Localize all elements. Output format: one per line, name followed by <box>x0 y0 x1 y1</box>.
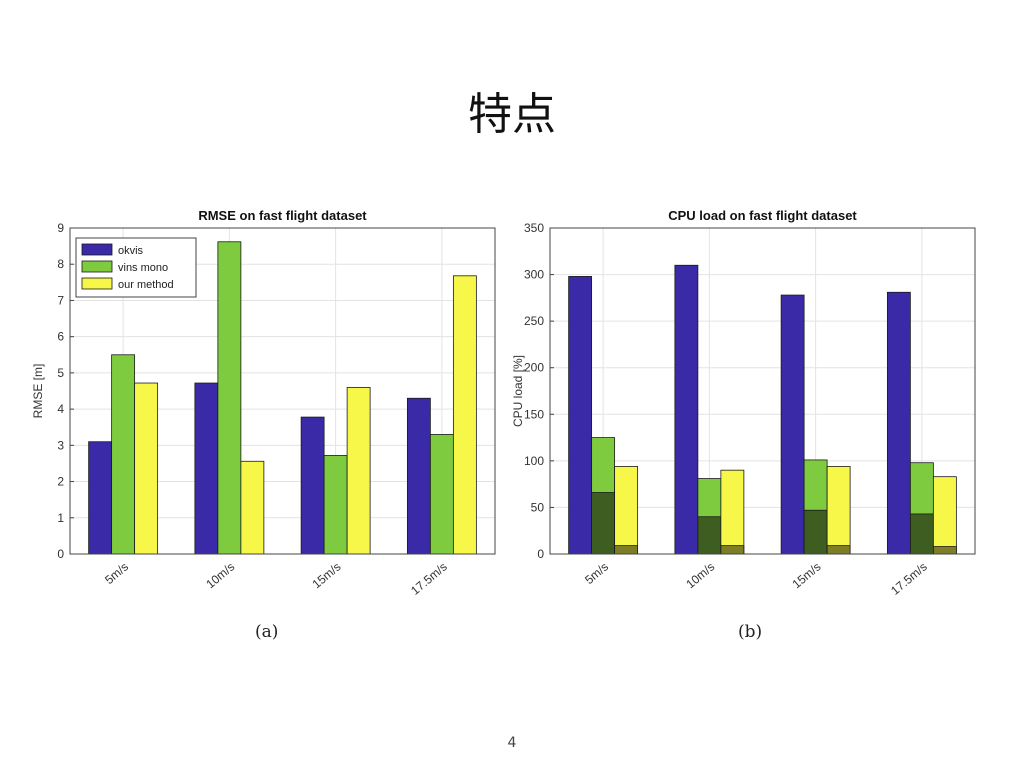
bar <box>194 382 219 555</box>
chart-title: CPU load on fast flight dataset <box>668 208 857 223</box>
bar <box>780 294 805 555</box>
bar-inner <box>697 516 722 555</box>
caption-a: (a) <box>255 622 279 642</box>
bar-inner <box>720 545 745 555</box>
y-tick-label: 4 <box>57 402 64 416</box>
x-tick-label: 15m/s <box>310 560 344 592</box>
y-tick-label: 8 <box>57 257 64 271</box>
x-tick-label: 5m/s <box>582 560 611 587</box>
y-tick-label: 100 <box>524 454 544 468</box>
bar-inner <box>909 513 934 555</box>
rmse-chart: 0 1 2 3 4 5 6 7 8 9 5m/s 10m/s 15m/s 17.5m/s RMSE on f… <box>31 208 496 598</box>
x-tick-label: 10m/s <box>683 560 717 592</box>
bar-inner <box>803 509 828 555</box>
bar <box>720 469 745 555</box>
bar-inner <box>591 492 616 555</box>
y-tick-label: 7 <box>57 293 64 307</box>
y-tick-label: 5 <box>57 366 64 380</box>
bar-inner <box>614 545 639 555</box>
legend-label: vins mono <box>118 262 168 274</box>
y-axis-label: CPU load [%] <box>511 355 525 427</box>
legend-swatch <box>81 243 113 256</box>
bar <box>568 276 593 555</box>
caption-b: (b) <box>738 622 763 642</box>
bar <box>674 264 699 555</box>
y-tick-label: 150 <box>524 407 544 421</box>
cpu-load-chart: 0 50 100 150 200 250 300 350 5m/s 10m/s 15m/s 17.5m… <box>511 208 976 598</box>
legend-swatch <box>81 260 113 273</box>
x-tick-label: 15m/s <box>790 560 824 592</box>
bar <box>240 460 265 555</box>
bar <box>932 476 957 555</box>
chart-title: RMSE on fast flight dataset <box>198 208 367 223</box>
bar <box>826 466 851 555</box>
x-tick-label: 17.5m/s <box>888 560 930 598</box>
bar-inner <box>826 545 851 555</box>
bar <box>429 434 454 555</box>
y-tick-label: 50 <box>531 500 545 514</box>
bar <box>88 441 113 555</box>
bar <box>406 397 431 555</box>
legend-label: our method <box>118 279 174 291</box>
y-tick-label: 6 <box>57 330 64 344</box>
y-tick-label: 300 <box>524 268 544 282</box>
bar <box>614 466 639 555</box>
page-number: 4 <box>507 735 517 751</box>
bar <box>217 241 242 555</box>
y-tick-label: 350 <box>524 221 544 235</box>
bar <box>111 354 136 555</box>
bar <box>134 382 159 555</box>
slide-title: 特点 <box>468 89 556 140</box>
x-tick-label: 10m/s <box>203 560 237 592</box>
y-tick-label: 2 <box>57 475 64 489</box>
y-tick-label: 0 <box>57 547 64 561</box>
bar <box>323 455 348 555</box>
legend-swatch <box>81 277 113 290</box>
y-tick-label: 1 <box>57 511 64 525</box>
bar <box>346 386 371 555</box>
y-tick-label: 200 <box>524 361 544 375</box>
y-tick-label: 3 <box>57 438 64 452</box>
y-axis-label: RMSE [m] <box>31 364 45 419</box>
plot-frame <box>69 227 496 555</box>
y-tick-label: 9 <box>57 221 64 235</box>
bar-inner <box>932 546 957 555</box>
bar <box>886 291 911 555</box>
bar <box>452 275 477 555</box>
x-tick-label: 5m/s <box>102 560 131 587</box>
y-tick-label: 0 <box>537 547 544 561</box>
x-tick-label: 17.5m/s <box>408 560 450 598</box>
legend-label: okvis <box>118 245 144 257</box>
plot-frame <box>549 227 976 555</box>
y-tick-label: 250 <box>524 314 544 328</box>
bar <box>300 416 325 555</box>
